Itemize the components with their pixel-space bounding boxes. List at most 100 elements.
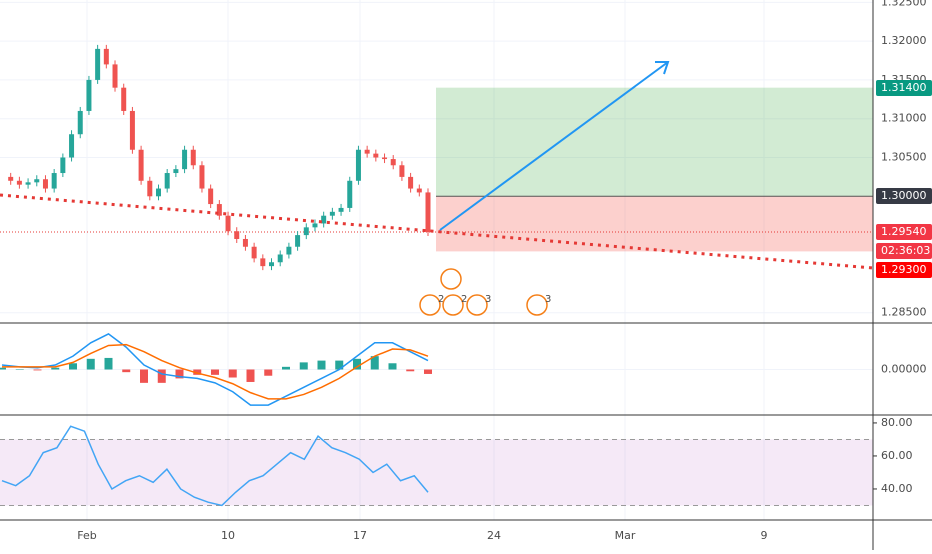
candle [329,211,335,216]
price-badge [876,262,932,278]
candle [103,48,109,65]
x-tick-label: 17 [353,529,367,542]
candle [373,153,379,158]
candle [303,227,309,236]
macd-histogram-bar [211,369,219,375]
macd-line [1,333,429,406]
candle [182,149,188,170]
event-count: 2 [461,294,467,305]
candle [121,87,127,111]
candle [425,192,431,232]
macd-histogram-bar [33,369,42,371]
candle [269,262,275,267]
rsi-band [0,439,873,506]
candle [234,231,240,239]
event-icon [419,294,441,316]
macd-histogram-bar [228,369,237,378]
candle [355,149,361,181]
candle [208,188,214,205]
y-tick-label: 60.00 [881,449,913,462]
candle [390,159,396,166]
candle [112,64,118,88]
x-tick-label: 9 [761,529,768,542]
y-tick-label: 1.32500 [881,0,927,8]
candle [129,110,135,150]
candle [147,180,153,197]
macd-histogram-bar [86,358,95,370]
macd-histogram-bar [335,360,344,370]
candle [260,258,266,267]
event-icon [440,268,462,290]
price-badge-label: 02:36:03 [881,244,930,257]
rsi-line [1,425,429,507]
candle [173,169,179,174]
x-tick-label: Feb [77,529,96,542]
candle [295,235,301,247]
macd-histogram-bar [193,369,202,375]
candle [251,246,257,259]
y-tick-label: 1.28500 [881,306,927,319]
candle [338,207,344,212]
event-count: 2 [438,294,444,305]
candle [138,149,144,181]
macd-histogram-bar [140,369,148,383]
candle [95,48,101,80]
candle [382,157,388,160]
macd-histogram-bar [246,369,255,382]
signal-line [2,343,429,400]
stop-zone [436,196,873,252]
event-icon [466,294,488,316]
macd-histogram-bar [175,369,184,379]
candle [8,176,14,181]
candle [216,204,222,216]
price-badge-label: 1.29300 [881,263,927,276]
macd-histogram-bar [69,363,77,370]
y-tick-label: 1.30500 [881,151,927,164]
candle [399,165,405,177]
candle [242,238,248,247]
candle [164,173,170,189]
candle [16,180,22,185]
candle [416,188,422,193]
y-tick-label: 40.00 [881,482,913,495]
macd-histogram-bar [0,367,6,370]
macd-histogram-bar [282,366,290,370]
event-icon [442,294,464,316]
price-badge-label: 1.29540 [881,225,927,238]
macd-histogram-bar [122,369,131,373]
macd-histogram-bar [388,363,397,370]
macd-histogram-bar [406,369,415,372]
macd-histogram-bar [317,360,326,370]
candle [199,165,205,189]
candle [225,215,231,232]
event-count: 3 [545,294,551,305]
target-zone [436,87,873,197]
price-badge-label: 1.30000 [881,189,927,202]
candle [42,179,48,189]
candle [69,134,75,158]
macd-histogram-bar [353,358,361,370]
x-tick-label: 10 [221,529,235,542]
macd-histogram-bar [264,369,273,376]
y-tick-label: 1.32000 [881,34,927,47]
candle [77,110,83,135]
event-count: 3 [485,294,491,305]
price-badge [876,188,932,204]
y-tick-label: 1.31000 [881,112,927,125]
candle [312,223,318,228]
macd-histogram-bar [104,357,113,370]
event-icon [526,294,548,316]
macd-histogram-bar [424,369,432,374]
price-badge-label: 1.31400 [881,81,927,94]
candle [364,149,370,154]
candle [347,180,353,208]
macd-histogram-bar [157,369,166,383]
x-tick-label: Mar [615,529,636,542]
candle [25,182,31,185]
candle [190,149,196,166]
macd-histogram-bar [370,356,379,370]
candle [155,188,161,197]
candle [408,176,414,189]
